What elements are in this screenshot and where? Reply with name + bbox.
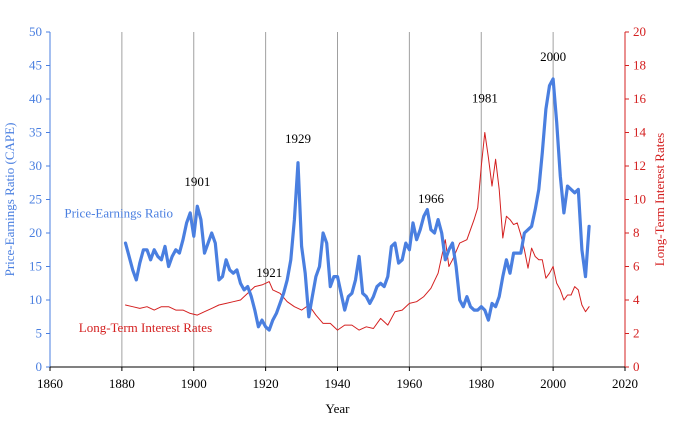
- right-tick-labels: 0 2 4 6 8 10 12 14 16 18 20: [633, 24, 647, 374]
- right-tick-label: 2: [633, 326, 640, 341]
- right-tick-label: 16: [633, 91, 647, 106]
- left-tick-label: 45: [29, 58, 42, 73]
- series-labels: Price-Earnings Ratio Long-Term Interest R…: [64, 206, 212, 336]
- x-tick-label: 2020: [612, 376, 638, 391]
- left-tick-label: 5: [36, 326, 43, 341]
- right-tick-label: 4: [633, 292, 640, 307]
- right-tick-label: 12: [633, 158, 646, 173]
- interest-rate-line: [125, 132, 590, 331]
- annotation-1921: 1921: [256, 265, 282, 280]
- x-tick-label: 1960: [396, 376, 422, 391]
- left-tick-labels: 0 5 10 15 20 25 30 35 40 45 50: [29, 24, 42, 374]
- left-tick-label: 15: [29, 259, 42, 274]
- left-tick-label: 10: [29, 292, 42, 307]
- annotation-1981: 1981: [472, 90, 498, 105]
- pe-ratio-line: [123, 77, 591, 332]
- right-tick-label: 14: [633, 125, 647, 140]
- left-tick-label: 25: [29, 192, 42, 207]
- left-tick-label: 20: [29, 225, 42, 240]
- annotation-1901: 1901: [184, 174, 210, 189]
- left-tick-label: 30: [29, 158, 42, 173]
- right-tick-label: 10: [633, 192, 646, 207]
- annotation-1929: 1929: [285, 131, 311, 146]
- left-tick-label: 40: [29, 91, 42, 106]
- right-tick-label: 20: [633, 24, 646, 39]
- axes: [46, 31, 629, 371]
- x-tick-label: 1920: [253, 376, 279, 391]
- y-axis-title-right: Long-Term Interest Rates: [652, 133, 667, 266]
- annotation-2000: 2000: [540, 49, 566, 64]
- left-tick-label: 0: [36, 359, 43, 374]
- x-tick-label: 1860: [37, 376, 63, 391]
- annotations: 1901 1921 1929 1966 1981 2000: [184, 49, 566, 280]
- x-tick-label: 1940: [325, 376, 351, 391]
- left-tick-label: 35: [29, 125, 42, 140]
- x-tick-label: 1980: [468, 376, 494, 391]
- y-axis-title-left: Price-Earnings Ratio (CAPE): [2, 123, 17, 277]
- right-tick-label: 18: [633, 58, 646, 73]
- annotation-1966: 1966: [418, 191, 445, 206]
- series-label-pe: Price-Earnings Ratio: [64, 206, 173, 221]
- x-tick-label: 1880: [109, 376, 135, 391]
- right-tick-label: 8: [633, 225, 640, 240]
- x-tick-label: 2000: [540, 376, 566, 391]
- series-lines: [123, 77, 591, 332]
- x-axis-title: Year: [326, 401, 351, 416]
- x-tick-labels: 1860 1880 1900 1920 1940 1960 1980 2000 2020: [37, 376, 638, 391]
- x-tick-label: 1900: [181, 376, 207, 391]
- left-tick-label: 50: [29, 24, 42, 39]
- right-tick-label: 0: [633, 359, 640, 374]
- series-label-rates: Long-Term Interest Rates: [79, 320, 212, 335]
- right-tick-label: 6: [633, 259, 640, 274]
